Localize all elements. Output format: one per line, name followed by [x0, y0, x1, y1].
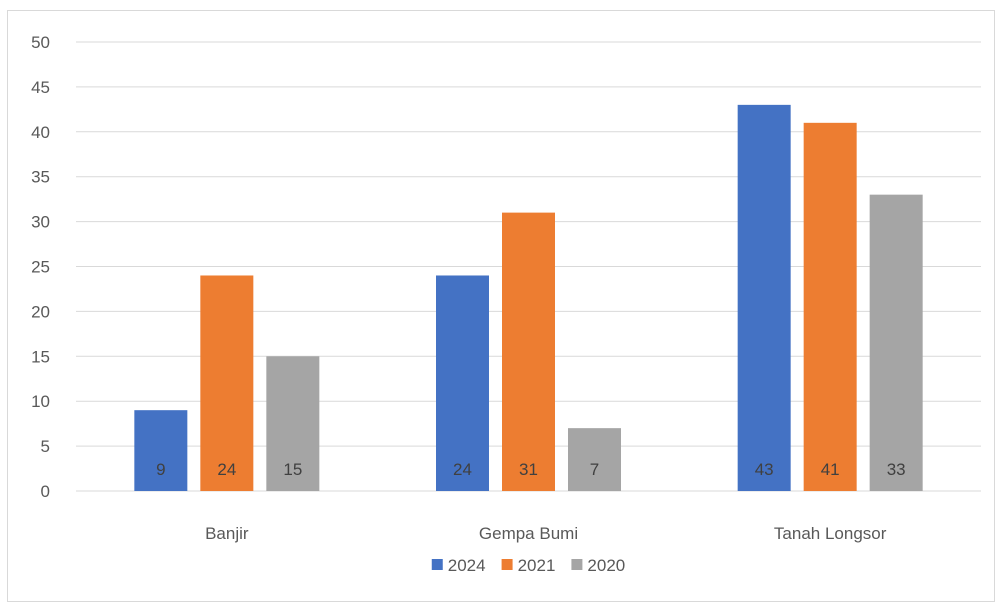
bar-2021-gempa-bumi	[502, 212, 555, 491]
bar-chart: 0 5 10 15 20 25 30 35 40 45 50 9 24 15 24 31 7 43 41 33 Ba…	[31, 33, 981, 575]
x-category-label: Banjir	[205, 524, 249, 543]
data-label: 9	[156, 460, 165, 479]
data-label: 24	[217, 460, 236, 479]
y-tick-label: 50	[31, 33, 50, 52]
bar-2020-gempa-bumi	[568, 428, 621, 491]
data-label: 24	[453, 460, 472, 479]
data-labels: 9 24 15 24 31 7 43 41 33	[156, 460, 906, 479]
legend-label: 2021	[518, 556, 556, 575]
chart-frame: 0 5 10 15 20 25 30 35 40 45 50 9 24 15 24 31 7 43 41 33 Ba…	[7, 10, 995, 602]
bar-2020-tanah-longsor	[869, 194, 923, 491]
y-tick-label: 10	[31, 392, 50, 411]
bar-2021-tanah-longsor	[803, 122, 857, 491]
bar-2024-gempa-bumi	[436, 275, 489, 491]
bar-2024-tanah-longsor	[737, 104, 791, 492]
data-label: 31	[519, 460, 538, 479]
y-tick-label: 15	[31, 347, 50, 366]
y-tick-label: 0	[41, 482, 50, 501]
legend-label: 2024	[448, 556, 486, 575]
bar-2020-banjir	[266, 356, 320, 491]
x-axis-categories: Banjir Gempa Bumi Tanah Longsor	[205, 524, 887, 543]
bar-2024-banjir	[134, 410, 188, 491]
data-label: 33	[887, 460, 906, 479]
data-label: 43	[755, 460, 774, 479]
legend: 2024 2021 2020	[431, 556, 625, 575]
x-category-label: Gempa Bumi	[479, 524, 578, 543]
y-tick-label: 45	[31, 78, 50, 97]
data-label: 7	[590, 460, 599, 479]
data-label: 15	[283, 460, 302, 479]
y-tick-label: 35	[31, 168, 50, 187]
bar-2021-banjir	[200, 275, 254, 491]
legend-swatch	[431, 559, 443, 570]
bars	[134, 104, 923, 492]
y-tick-label: 40	[31, 123, 50, 142]
y-axis-ticks: 0 5 10 15 20 25 30 35 40 45 50	[31, 33, 50, 501]
y-tick-label: 25	[31, 258, 50, 277]
legend-label: 2020	[587, 556, 625, 575]
data-label: 41	[821, 460, 840, 479]
y-tick-label: 20	[31, 302, 50, 321]
legend-swatch	[571, 559, 583, 570]
legend-swatch	[501, 559, 513, 570]
y-tick-label: 30	[31, 213, 50, 232]
y-tick-label: 5	[41, 437, 50, 456]
x-category-label: Tanah Longsor	[774, 524, 887, 543]
